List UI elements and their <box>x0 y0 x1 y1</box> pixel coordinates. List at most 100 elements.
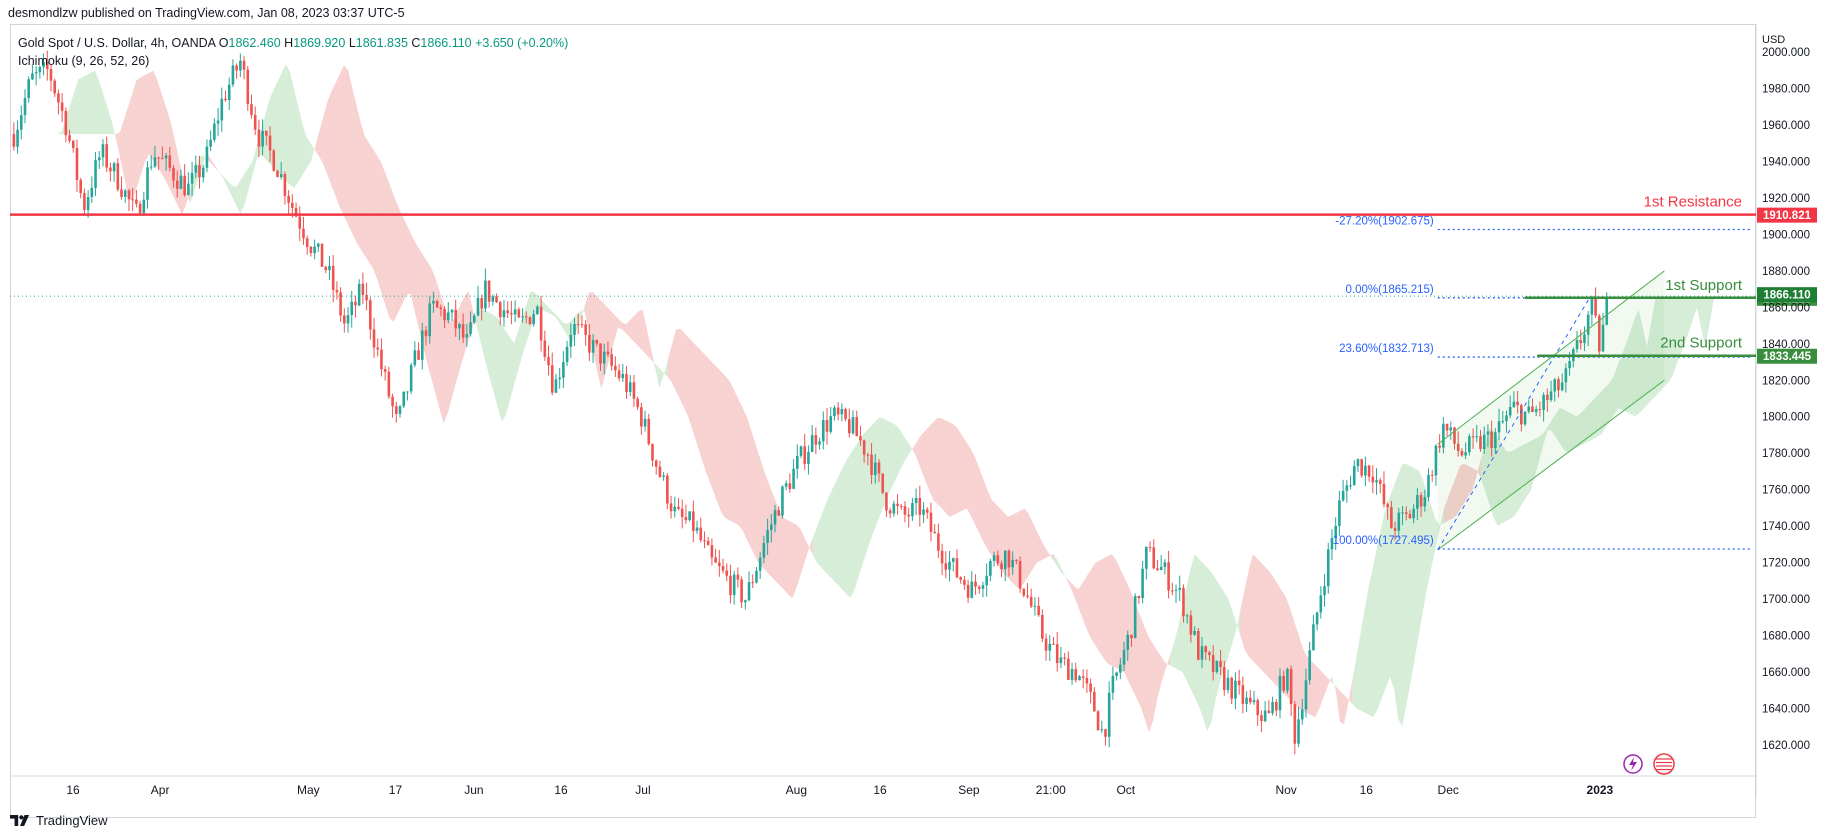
x-tick-label: Nov <box>1275 783 1296 797</box>
candle-body <box>539 306 543 341</box>
cloud-segment <box>1340 690 1345 725</box>
candle-body <box>1419 495 1423 507</box>
cloud-segment <box>1634 309 1639 417</box>
y-tick-label: 1680.000 <box>1762 631 1810 643</box>
candle-body <box>896 503 899 507</box>
tradingview-logo-icon <box>10 815 30 826</box>
cloud-segment <box>684 333 689 418</box>
candle-body <box>1115 672 1118 676</box>
candle-body <box>1486 431 1490 435</box>
level-name-label: 2nd Support <box>1660 335 1743 352</box>
candle-body <box>799 446 803 456</box>
candle-body <box>1211 655 1215 673</box>
candle-body <box>287 195 290 203</box>
candle-body <box>970 581 974 598</box>
candle-body <box>417 350 420 360</box>
candle-body <box>1508 407 1512 416</box>
candle-body <box>710 545 714 558</box>
cloud-segment <box>140 75 145 176</box>
candle-body <box>1423 497 1427 507</box>
x-tick-label: May <box>297 783 320 797</box>
cloud-segment <box>227 181 232 197</box>
candle-body <box>391 396 394 407</box>
cloud-segment <box>323 101 328 175</box>
candle-body <box>1564 368 1568 383</box>
x-tick-label: Oct <box>1116 783 1135 797</box>
cloud-segment <box>348 70 353 234</box>
candle-body <box>1334 525 1337 538</box>
last-price-tag-bg <box>1757 287 1817 303</box>
candle-body <box>784 483 788 487</box>
cloud-segment <box>692 341 697 444</box>
cloud-segment <box>717 367 722 514</box>
candle-body <box>840 408 844 415</box>
candle-body <box>1534 409 1538 413</box>
candle-body <box>179 175 183 189</box>
cloud-segment <box>937 417 942 509</box>
cloud-segment <box>1298 634 1303 711</box>
change-value: +3.650 (+0.20%) <box>475 36 569 50</box>
candle-body <box>788 483 792 489</box>
cloud-segment <box>510 337 515 400</box>
cloud-segment <box>1348 679 1353 704</box>
candle-body <box>836 407 840 415</box>
candle-body <box>1326 549 1330 587</box>
candle-body <box>510 313 513 315</box>
candle-body <box>194 165 198 173</box>
candle-body <box>977 586 981 589</box>
candle-body <box>643 418 647 427</box>
cloud-segment <box>1074 586 1079 608</box>
cloud-segment <box>1053 553 1058 568</box>
candle-body <box>1367 465 1371 477</box>
candle-body <box>1583 334 1586 344</box>
candle-body <box>1133 595 1137 639</box>
cloud-segment <box>1667 296 1672 384</box>
cloud-segment <box>1601 387 1606 435</box>
cloud-segment <box>1443 497 1448 524</box>
candle-body <box>1412 508 1415 519</box>
candle-body <box>911 503 914 517</box>
cloud-segment <box>580 305 585 319</box>
cloud-segment <box>962 435 967 511</box>
cloud-segment <box>705 354 710 481</box>
candle-body <box>1137 595 1141 599</box>
candle-body <box>79 179 82 194</box>
footer[interactable]: TradingView <box>10 813 108 828</box>
candle-body <box>120 189 123 197</box>
candle-body <box>1560 382 1564 391</box>
cloud-segment <box>1186 568 1191 689</box>
cloud-segment <box>219 172 224 180</box>
cloud-segment <box>402 215 407 305</box>
cloud-segment <box>767 479 772 577</box>
candle-body <box>1479 436 1482 450</box>
cloud-segment <box>1622 342 1627 412</box>
cloud-segment <box>493 314 498 407</box>
candle-body <box>1445 423 1449 431</box>
cloud-segment <box>252 145 257 175</box>
candle-body <box>562 362 565 378</box>
candle-body <box>766 530 769 543</box>
candle-body <box>1323 586 1326 596</box>
candle-body <box>305 238 309 247</box>
cloud-segment <box>90 70 95 135</box>
candle-body <box>1278 676 1282 711</box>
cloud-segment <box>1696 296 1702 327</box>
candle-body <box>1308 650 1311 681</box>
candle-body <box>513 309 517 315</box>
candle-body <box>680 508 684 518</box>
candle-body <box>235 65 238 71</box>
cloud-segment <box>277 72 282 177</box>
price-tag-label: 1833.445 <box>1763 351 1812 363</box>
candle-body <box>933 531 936 534</box>
candle-body <box>1371 476 1375 483</box>
y-tick-label: 1980.000 <box>1762 83 1810 95</box>
cloud-segment <box>729 381 735 523</box>
cloud-segment <box>410 232 415 311</box>
y-tick-label: 1840.000 <box>1762 339 1810 351</box>
cloud-segment <box>1456 465 1461 516</box>
candle-body <box>1059 657 1063 664</box>
cloud-segment <box>1124 577 1129 682</box>
cloud-segment <box>883 418 888 507</box>
cloud-segment <box>958 429 963 513</box>
